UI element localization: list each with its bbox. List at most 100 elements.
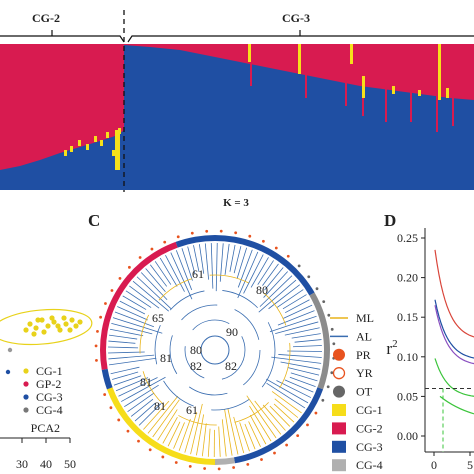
tree-branch (273, 403, 295, 423)
tree-branch (119, 300, 146, 315)
tree-branch (117, 306, 148, 321)
tree-tip-dot (203, 467, 207, 470)
structure-xlabel: K = 3 (223, 197, 249, 209)
tree-branch (210, 243, 214, 289)
tree-tip-dot (327, 313, 331, 317)
tree-branch (145, 268, 166, 293)
tree-legend-label: YR (356, 366, 373, 380)
tree-branch (113, 375, 142, 386)
structure-yellow-spike (350, 44, 353, 64)
tree-tip-dot (332, 342, 336, 346)
tree-legend-marker (332, 440, 346, 453)
tree-branch (224, 243, 230, 275)
tree-branch (190, 403, 203, 455)
pca-point-cg1 (33, 325, 39, 331)
structure-yellow-cg2 (94, 136, 97, 142)
ld-ytick-label: 0.05 (397, 389, 418, 403)
tree-ring-segment (100, 241, 178, 370)
tree-tip-dot (248, 234, 252, 238)
tree-branch (233, 246, 242, 274)
tree-branch (227, 408, 239, 455)
pca-xticks: 30 40 50 (16, 438, 76, 471)
tree-branch (259, 275, 293, 307)
structure-yellow-spike (438, 44, 441, 100)
tree-branch (112, 371, 139, 380)
pca-point-cg1 (27, 321, 33, 327)
tree-branch (258, 279, 297, 313)
tree-branch (165, 254, 185, 292)
tree-tip-dot (110, 289, 114, 292)
tree-branch (112, 317, 163, 334)
structure-yellow-cg2 (70, 146, 73, 152)
tree-legend-label: AL (356, 329, 372, 343)
tree-tip-dot (96, 329, 99, 333)
tree-branch (149, 264, 168, 287)
tree-legend-label: CG-3 (356, 440, 383, 454)
pca-legend-label: CG-1 (36, 364, 63, 378)
pca-point-cg1 (31, 331, 37, 337)
tree-branch (167, 421, 181, 447)
tree-tip-dot (137, 439, 140, 443)
tree-branch (181, 248, 193, 281)
bracket-cg3 (127, 35, 474, 43)
tree-branch (121, 376, 166, 402)
pca-point-cg1 (49, 315, 55, 321)
tree-branch (130, 398, 154, 417)
tree-branch (196, 414, 205, 456)
ld-ylabel-sup: 2 (392, 338, 398, 350)
tree-branch (132, 280, 170, 312)
tree-legend-label: CG-1 (356, 403, 383, 417)
tree-tip-dot (232, 466, 236, 469)
tree-branch (129, 285, 160, 309)
tree-bootstrap-label: 80 (190, 343, 202, 357)
tree-branch (294, 339, 322, 343)
tree-legend-marker (332, 367, 346, 380)
tree-tip-dot (306, 423, 309, 427)
pca-point-cg1 (55, 323, 61, 329)
tree-branch (268, 284, 301, 310)
tree-branch (284, 379, 314, 393)
tree-legend-marker (332, 404, 346, 416)
tree-legend-marker (333, 348, 345, 361)
pca-xtick-label: 50 (64, 457, 76, 471)
pca-point-cg1 (41, 329, 47, 335)
tree-branch (147, 395, 179, 434)
structure-red-spike (436, 94, 438, 132)
tree-branch (108, 334, 138, 340)
tree-bootstrap-label: 81 (154, 399, 166, 413)
tree-branch (221, 419, 227, 457)
tree-branch (248, 421, 261, 447)
ld-curve (434, 249, 474, 338)
tree-tip-dot (330, 327, 334, 331)
panel-label-c: C (88, 211, 100, 230)
pca-legend-label: CG-3 (36, 390, 63, 404)
tree-tip-dot (109, 406, 113, 410)
tree-branch (290, 372, 318, 382)
tree-bootstrap-label: 81 (140, 375, 152, 389)
tree-tip-dot (188, 464, 192, 468)
tree-branch (143, 400, 170, 430)
tree-branch (291, 333, 321, 339)
tree-branch (244, 423, 256, 450)
tree-branch (187, 246, 196, 275)
pca-point-cg1 (61, 315, 67, 321)
tree-branch (246, 395, 277, 439)
tree-tip-dot (205, 229, 209, 233)
tree-bootstrap-label: 65 (152, 311, 164, 325)
tree-branch (152, 399, 180, 438)
tree-branch (293, 345, 322, 348)
tree-branch (283, 304, 313, 319)
tree-branch (218, 426, 221, 457)
ld-curve (434, 299, 474, 359)
tree-branch (271, 356, 322, 364)
pca-point-cg1 (67, 327, 73, 333)
tree-tip-dot (190, 231, 194, 235)
ld-lines (425, 249, 474, 452)
ld-xtick-label: 5 (467, 458, 473, 472)
tree-internal-arc (154, 289, 276, 411)
pca-legend: CG-1GP-2CG-3CG-4 (23, 364, 63, 417)
ld-ytick-label: 0.25 (397, 231, 418, 245)
tree-branch (276, 289, 304, 308)
